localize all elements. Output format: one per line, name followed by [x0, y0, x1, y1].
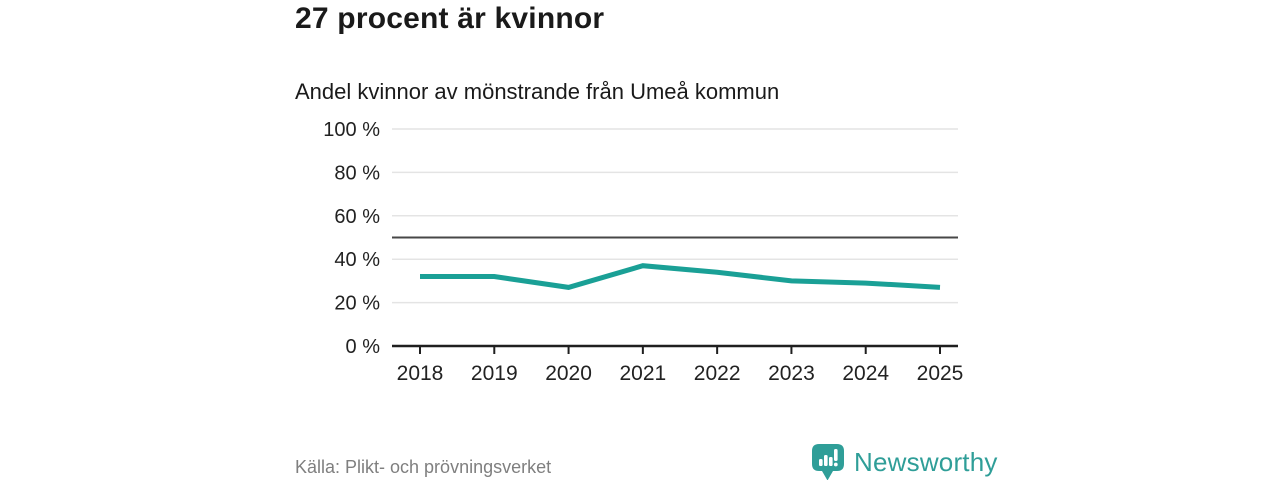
x-axis-tick-label: 2024 [842, 362, 889, 385]
newsworthy-brand: Newsworthy [812, 444, 998, 480]
y-axis-tick-label: 60 % [334, 206, 380, 228]
y-axis-tick-label: 0 % [346, 336, 381, 358]
logo-exclamation-stem [834, 449, 838, 461]
trend-line [420, 263, 941, 290]
source-note: Källa: Plikt- och prövningsverket [295, 457, 552, 477]
y-axis-tick-label: 100 % [323, 119, 380, 141]
logo-bar-3 [829, 457, 833, 466]
line-chart: 0 % 20 % 40 % 60 % 80 % 100 % 2018 2019 2020 2021… [323, 119, 964, 385]
page-title: 27 procent är kvinnor [295, 2, 605, 35]
pin-shape [812, 444, 844, 480]
x-axis-tick-label: 2021 [619, 362, 666, 385]
logo-bar-2 [824, 455, 828, 466]
brand-name: Newsworthy [854, 447, 998, 477]
x-axis-tick-label: 2018 [397, 362, 444, 385]
chart-subtitle: Andel kvinnor av mönstrande från Umeå ko… [295, 79, 780, 104]
x-axis-tick-label: 2020 [545, 362, 592, 385]
x-axis-tick-label: 2019 [471, 362, 518, 385]
x-axis-tick-label: 2025 [917, 362, 964, 385]
bar-chart-pin-icon [812, 444, 844, 480]
x-axis-tick-label: 2023 [768, 362, 815, 385]
y-axis-tick-label: 40 % [334, 249, 380, 271]
logo-bar-1 [819, 459, 823, 466]
y-axis-tick-label: 80 % [334, 162, 380, 184]
logo-exclamation-dot [833, 462, 838, 467]
y-axis-tick-label: 20 % [334, 293, 380, 315]
x-axis-tick-label: 2022 [694, 362, 741, 385]
